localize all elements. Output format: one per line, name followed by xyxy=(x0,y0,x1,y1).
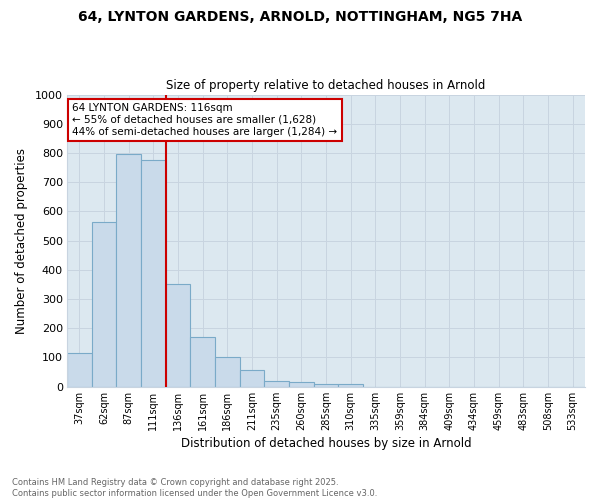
Bar xyxy=(240,370,265,386)
Bar xyxy=(92,222,116,386)
Bar xyxy=(67,353,92,386)
Bar xyxy=(166,284,190,386)
Bar xyxy=(314,384,338,386)
Title: Size of property relative to detached houses in Arnold: Size of property relative to detached ho… xyxy=(166,79,486,92)
X-axis label: Distribution of detached houses by size in Arnold: Distribution of detached houses by size … xyxy=(181,437,472,450)
Bar xyxy=(338,384,363,386)
Bar xyxy=(116,154,141,386)
Bar xyxy=(265,380,289,386)
Bar xyxy=(190,338,215,386)
Y-axis label: Number of detached properties: Number of detached properties xyxy=(15,148,28,334)
Bar xyxy=(215,358,240,386)
Text: 64 LYNTON GARDENS: 116sqm
← 55% of detached houses are smaller (1,628)
44% of se: 64 LYNTON GARDENS: 116sqm ← 55% of detac… xyxy=(72,104,337,136)
Bar xyxy=(141,160,166,386)
Bar xyxy=(289,382,314,386)
Text: 64, LYNTON GARDENS, ARNOLD, NOTTINGHAM, NG5 7HA: 64, LYNTON GARDENS, ARNOLD, NOTTINGHAM, … xyxy=(78,10,522,24)
Text: Contains HM Land Registry data © Crown copyright and database right 2025.
Contai: Contains HM Land Registry data © Crown c… xyxy=(12,478,377,498)
